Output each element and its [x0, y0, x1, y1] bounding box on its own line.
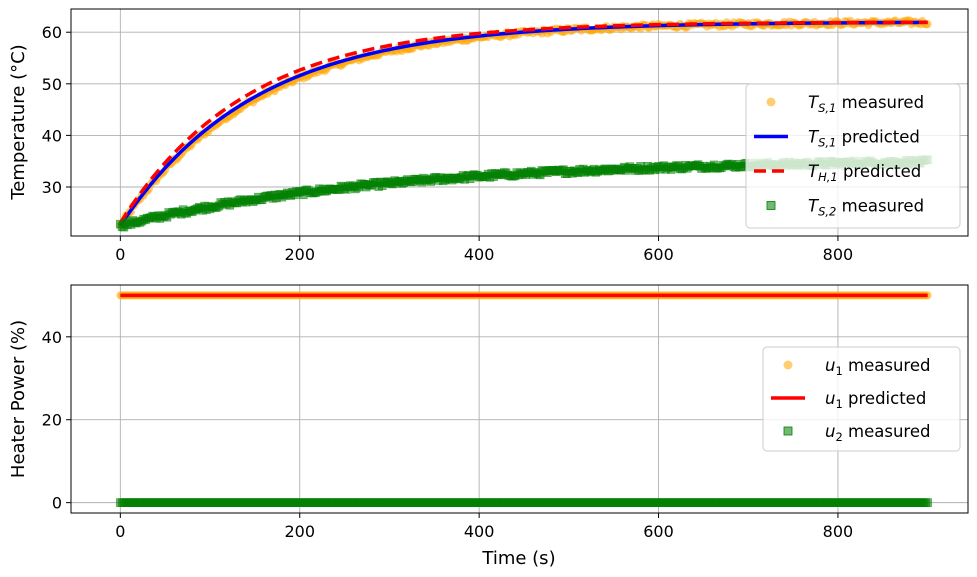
legend-suffix: predicted: [836, 128, 920, 147]
legend-suffix: measured: [843, 356, 931, 375]
x-tick-label: 400: [464, 522, 495, 541]
x-tick-label: 0: [115, 522, 125, 541]
legend-handle-ts1_meas: [766, 97, 776, 107]
x-tick-label: 400: [464, 245, 495, 264]
heater-power-panel: 0 200 400 600 800 0 20 40 Heater Power (%) Time…: [8, 284, 969, 569]
heater-power-plot-area: [116, 291, 932, 507]
legend-handle-ts2_meas: [766, 201, 776, 210]
series-th1_pred: [118, 20, 928, 225]
temperature-y-axis-label: Temperature (°C): [8, 44, 29, 200]
y-tick-label: 30: [42, 178, 62, 197]
series-line-th1_pred: [118, 20, 928, 225]
legend-label-th1_pred: TH,1 predicted: [808, 162, 921, 184]
legend-frame: [745, 83, 961, 229]
x-tick-label: 0: [115, 245, 125, 264]
legend-symbol: T: [808, 197, 820, 216]
y-tick-label: 60: [42, 23, 62, 42]
x-tick-label: 200: [284, 245, 315, 264]
legend-subscript: 1: [835, 397, 842, 411]
legend-label-u1_meas: u1 measured: [825, 356, 930, 378]
legend-subscript: 1: [835, 364, 842, 378]
legend-suffix: measured: [836, 197, 924, 216]
legend-subscript: S,2: [818, 205, 836, 219]
legend-symbol: T: [808, 93, 820, 112]
legend-subscript: S,1: [818, 136, 836, 150]
x-tick-label: 800: [823, 245, 854, 264]
heater-power-ticks: 0 200 400 600 800 0 20 40: [42, 328, 854, 541]
legend-handle-u2_meas: [783, 426, 793, 436]
series-u2_meas: [116, 498, 932, 507]
temperature-panel: 0 200 400 600 800 30 40 50 60 Temperature (°C) T…: [8, 8, 969, 264]
legend-frame: [762, 346, 961, 452]
temperature-ticks: 0 200 400 600 800 30 40 50 60: [42, 23, 854, 264]
legend-subscript: 2: [835, 430, 842, 444]
legend-subscript: H,1: [818, 170, 838, 184]
legend-suffix: measured: [843, 422, 931, 441]
time-x-axis-label: Time (s): [481, 548, 555, 569]
legend-label-ts1_meas: TS,1 measured: [808, 93, 924, 115]
y-tick-label: 0: [52, 494, 62, 513]
legend-subscript: S,1: [818, 101, 836, 115]
legend-symbol: u: [825, 356, 835, 375]
heater-power-axes-frame: [70, 284, 969, 514]
data-point-u2_meas: [923, 498, 932, 507]
data-point-u1_meas: [923, 291, 932, 300]
heater-power-y-axis-label: Heater Power (%): [8, 320, 29, 478]
x-tick-label: 200: [284, 522, 315, 541]
x-tick-label: 600: [643, 522, 674, 541]
legend-handle-u1_meas: [783, 360, 793, 370]
legend-label-ts1_pred: TS,1 predicted: [808, 128, 920, 150]
y-tick-label: 40: [42, 126, 62, 145]
legend-suffix: predicted: [843, 389, 927, 408]
legend-label-u2_meas: u2 measured: [825, 422, 930, 444]
legend-suffix: measured: [836, 93, 924, 112]
y-tick-label: 50: [42, 75, 62, 94]
x-tick-label: 600: [643, 245, 674, 264]
y-tick-label: 40: [42, 328, 62, 347]
legend-symbol: T: [808, 162, 820, 181]
temperature-axes-frame: [70, 8, 969, 237]
x-tick-label: 800: [823, 522, 854, 541]
y-tick-label: 20: [42, 411, 62, 430]
legend-label-ts2_meas: TS,2 measured: [808, 197, 924, 219]
legend-symbol: T: [808, 128, 820, 147]
legend-symbol: u: [825, 389, 835, 408]
legend-symbol: u: [825, 422, 835, 441]
legend-label-u1_pred: u1 predicted: [825, 389, 926, 411]
legend-suffix: predicted: [838, 162, 922, 181]
